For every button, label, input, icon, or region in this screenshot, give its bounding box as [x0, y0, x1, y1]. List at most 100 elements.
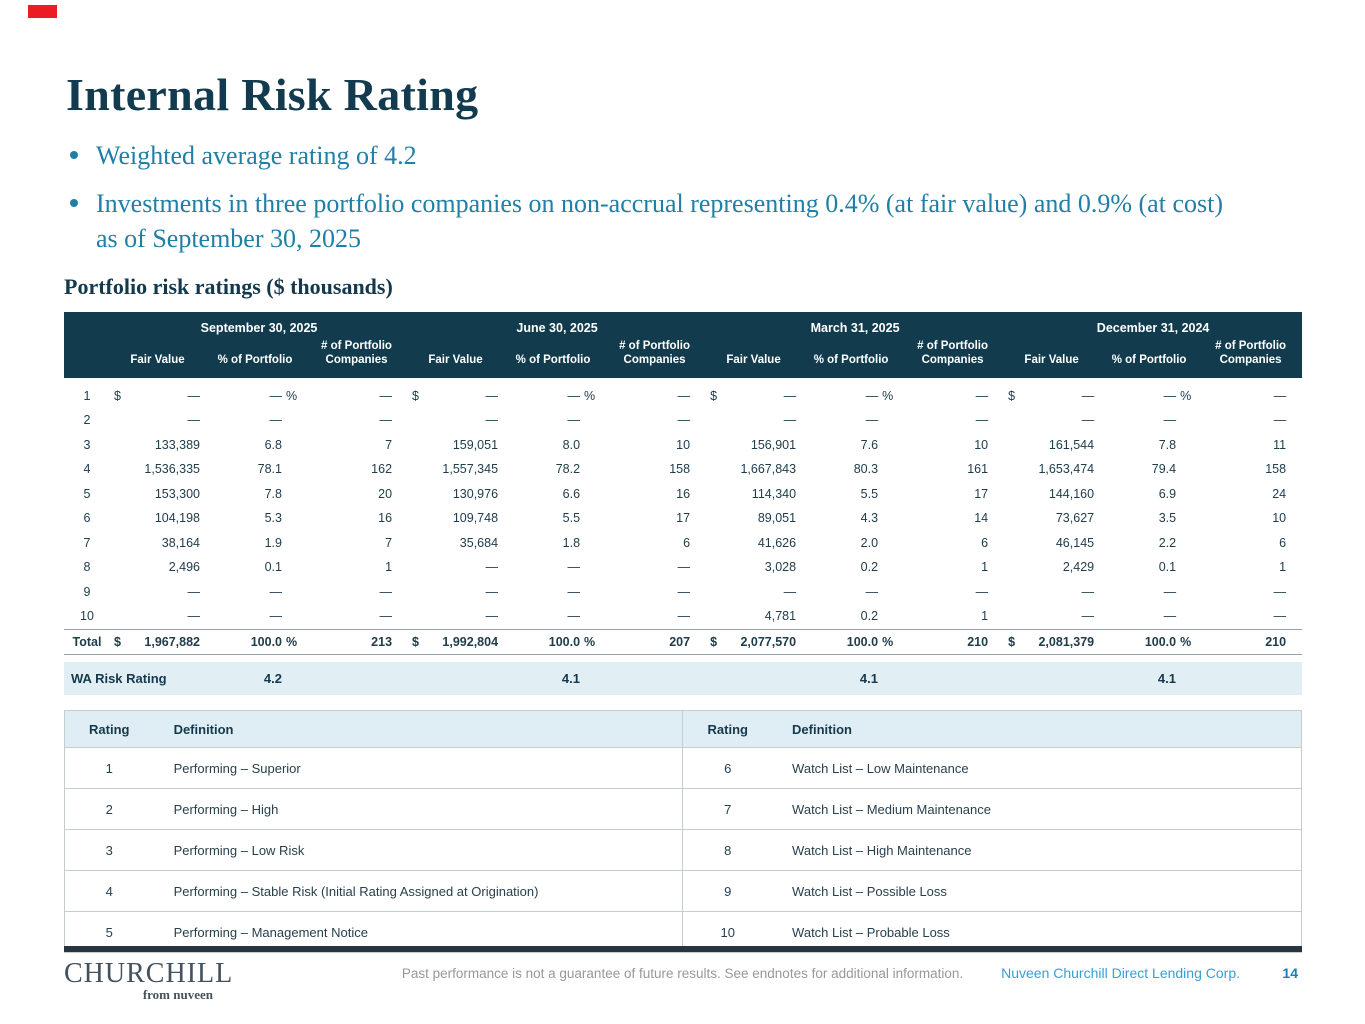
fair-value-cell: 46,145 — [1004, 531, 1099, 556]
pct-of-portfolio-cell: — — [1099, 580, 1199, 605]
pct-of-portfolio: 6.6 — [562, 486, 581, 501]
pct-of-portfolio-cell: 5.3 — [205, 506, 305, 531]
wa-label: WA Risk Rating — [71, 671, 167, 686]
wa-spacer — [408, 662, 503, 695]
wa-spacer — [305, 662, 408, 695]
fair-value: 38,164 — [161, 535, 200, 550]
percent-sign: % — [1180, 388, 1192, 403]
table-header-dates-row: September 30, 2025 June 30, 2025 March 31,… — [64, 312, 1303, 378]
pct-of-portfolio: — — [567, 584, 581, 599]
company-count-cell: 16 — [378, 511, 393, 526]
pct-of-portfolio: — — [1163, 388, 1177, 403]
company-count-cell: 162 — [371, 462, 393, 477]
fair-value: 2,077,570 — [740, 634, 797, 649]
pct-of-portfolio: — — [567, 609, 581, 624]
rating-cell: 2 — [83, 413, 91, 428]
company-count-cell: — — [975, 413, 989, 428]
fair-value-cell: $ — — [706, 378, 801, 409]
bullet-item: Weighted average rating of 4.2 — [66, 138, 1246, 173]
fair-value: 109,748 — [452, 511, 499, 526]
company-count-cell: 161 — [967, 462, 989, 477]
wa-value-cell: 4.1 — [1099, 662, 1199, 695]
pct-of-portfolio: 1.9 — [264, 535, 282, 550]
pct-of-portfolio-cell: 2.2 — [1099, 531, 1199, 556]
fair-value: 2,081,379 — [1038, 634, 1095, 649]
page-number: 14 — [1282, 965, 1298, 981]
definition-text: Performing – Management Notice — [153, 911, 683, 953]
rating-cell: 3 — [83, 437, 91, 452]
fair-value-cell: 109,748 — [408, 506, 503, 531]
fair-value-cell: 161,544 — [1004, 433, 1099, 458]
pct-of-portfolio: 5.5 — [860, 486, 879, 501]
bullet-text: Investments in three portfolio companies… — [96, 189, 1223, 254]
rating-cell: 9 — [83, 584, 91, 599]
footer-disclaimer: Past performance is not a guarantee of f… — [401, 966, 964, 981]
bullet-icon — [70, 151, 78, 159]
company-count-cell: — — [975, 388, 989, 403]
fair-value: 1,536,335 — [144, 462, 200, 477]
fair-value-cell: 4,781 — [706, 604, 801, 629]
wa-value: 4.2 — [263, 671, 282, 686]
bullet-text: Weighted average rating of 4.2 — [96, 141, 417, 170]
date-header: September 30, 2025 — [110, 312, 409, 337]
pct-of-portfolio-cell: 1.9 — [205, 531, 305, 556]
company-count-cell: 1 — [385, 560, 393, 575]
fair-value: — — [783, 413, 797, 428]
pct-of-portfolio: 6.9 — [1158, 486, 1177, 501]
fair-value-cell: 159,051 — [408, 433, 503, 458]
fair-value-cell: 2,496 — [110, 555, 205, 580]
dollar-sign: $ — [1008, 634, 1016, 649]
fair-value: 133,389 — [154, 437, 200, 452]
churchill-logo: CHURCHILL from nuveen — [64, 958, 232, 1003]
fair-value-cell: $2,077,570 — [706, 628, 802, 656]
fair-value: — — [187, 609, 201, 624]
column-header: Fair Value — [408, 337, 504, 378]
fair-value-cell: — — [110, 604, 205, 629]
fair-value-cell: 130,976 — [408, 482, 503, 507]
fair-value: 2,496 — [168, 560, 200, 575]
pct-of-portfolio: — — [567, 413, 581, 428]
fair-value: — — [187, 413, 201, 428]
table-header-columns-row: Fair Value% of Portfolio # of Portfolio C… — [64, 337, 1303, 378]
rating-value: 3 — [64, 829, 154, 871]
pct-of-portfolio-cell: 0.2 — [801, 604, 901, 629]
pct-of-portfolio: 5.3 — [264, 511, 282, 526]
pct-of-portfolio-cell: 1.8 — [503, 531, 603, 556]
fair-value-cell: — — [408, 580, 503, 605]
pct-of-portfolio-cell: 6.9 — [1099, 482, 1199, 507]
fair-value-cell: 35,684 — [408, 531, 503, 556]
fair-value: 35,684 — [459, 535, 499, 550]
pct-of-portfolio: — — [269, 609, 283, 624]
column-header: % of Portfolio — [205, 337, 305, 378]
column-header: Fair Value — [110, 337, 205, 378]
fair-value-cell: — — [706, 408, 801, 433]
fair-value-cell: 1,653,474 — [1004, 457, 1099, 482]
pct-of-portfolio-cell: 0.2 — [801, 555, 901, 580]
bullet-item: Investments in three portfolio companies… — [66, 186, 1246, 256]
company-count-cell: — — [1273, 413, 1287, 428]
pct-of-portfolio-cell: — — [801, 408, 901, 433]
pct-of-portfolio-cell: 79.4 — [1099, 457, 1199, 482]
fair-value: — — [485, 388, 499, 403]
percent-sign: % — [286, 634, 298, 649]
percent-sign: % — [882, 388, 894, 403]
company-count-cell: — — [379, 388, 393, 403]
percent-sign: % — [882, 634, 894, 649]
pct-of-portfolio-cell: —% — [1099, 378, 1199, 409]
definition-text: Performing – Superior — [153, 747, 683, 789]
pct-of-portfolio-cell: — — [503, 555, 603, 580]
wa-spacer — [901, 662, 1004, 695]
fair-value-cell: 73,627 — [1004, 506, 1099, 531]
definition-text: Watch List – Medium Maintenance — [772, 788, 1302, 830]
wa-value: 4.1 — [1157, 671, 1176, 686]
column-header: % of Portfolio — [1099, 337, 1200, 378]
dollar-sign: $ — [1008, 388, 1016, 403]
fair-value-cell: — — [706, 580, 801, 605]
pct-of-portfolio: 4.3 — [860, 511, 879, 526]
pct-of-portfolio: 6.8 — [264, 437, 282, 452]
company-count-cell: 1 — [981, 609, 989, 624]
company-count-cell: — — [1273, 609, 1287, 624]
percent-sign: % — [1180, 634, 1192, 649]
pct-of-portfolio-cell: 2.0 — [801, 531, 901, 556]
pct-of-portfolio: 1.8 — [562, 535, 581, 550]
